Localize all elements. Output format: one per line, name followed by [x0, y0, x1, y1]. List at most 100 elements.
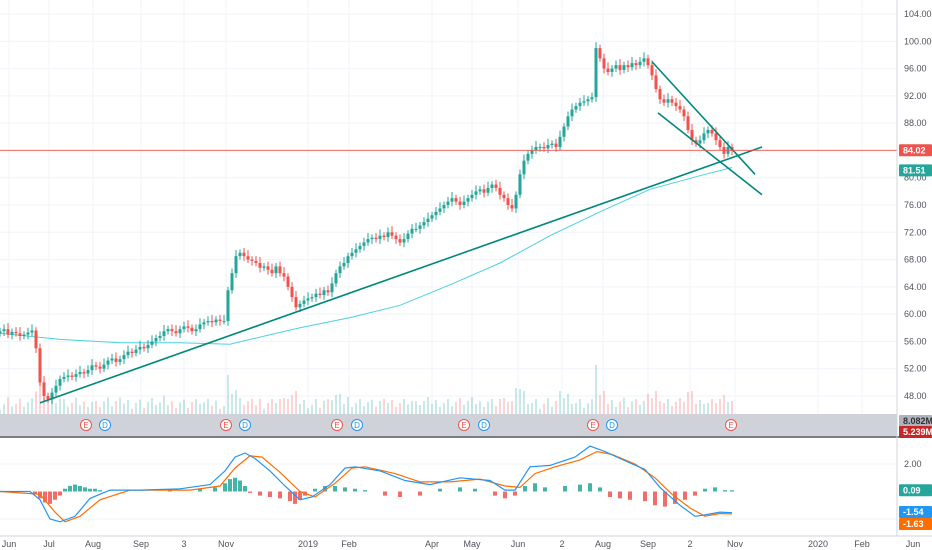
candle — [666, 93, 670, 108]
macd-histogram-bar — [438, 488, 442, 492]
time-axis[interactable]: Jun Jul Aug Sep 3 Nov 2019 Feb Apr May Jun 2 Aug Sep 2… — [2, 539, 921, 549]
candle — [578, 97, 582, 111]
candle-body — [414, 228, 418, 230]
price-badge-text: 84.02 — [903, 145, 926, 155]
earnings-marker[interactable]: E — [587, 419, 599, 431]
candle — [222, 314, 226, 325]
event-circle — [220, 419, 232, 431]
candle — [430, 211, 434, 223]
candle — [98, 361, 102, 374]
candle — [66, 369, 70, 382]
candle-body — [470, 194, 474, 199]
volume-bar — [127, 400, 129, 414]
candle — [174, 325, 178, 337]
earnings-marker[interactable]: E — [80, 419, 92, 431]
macd-histogram-bar — [48, 491, 52, 504]
volume-bar — [83, 401, 85, 414]
price-axis[interactable]: 104.00100.0096.0092.0088.0084.0080.0076.… — [904, 9, 932, 401]
macd-tick-label: 2.00 — [904, 459, 922, 469]
candle — [690, 123, 694, 145]
candle — [138, 340, 142, 355]
earnings-marker[interactable]: E — [331, 419, 343, 431]
volume-badge-text: 5.239M — [903, 427, 932, 437]
candle-body — [586, 99, 590, 102]
time-tick-label: Feb — [854, 539, 870, 549]
macd-signal-badge-bg — [899, 518, 932, 530]
price-badge: 81.51 — [899, 164, 932, 177]
candle — [234, 250, 238, 278]
volume-bar — [515, 388, 517, 414]
candle-body — [666, 99, 670, 103]
dividend-marker[interactable]: D — [99, 419, 111, 431]
candle — [254, 256, 258, 267]
candle — [258, 256, 262, 273]
candle — [126, 345, 130, 359]
candle — [490, 181, 494, 193]
volume-bar — [247, 401, 249, 414]
volume-bar — [559, 391, 561, 414]
event-label: D — [102, 421, 108, 430]
macd-histogram-bar — [398, 491, 402, 497]
trendline-channel-lower[interactable] — [657, 112, 763, 196]
volume-bar — [627, 407, 629, 414]
candle-body — [250, 259, 254, 261]
candle — [310, 293, 314, 302]
volume-bar — [447, 399, 449, 414]
dividend-marker[interactable]: D — [351, 419, 363, 431]
candle-body — [686, 116, 690, 130]
volume-bar — [299, 404, 301, 414]
earnings-marker[interactable]: E — [220, 419, 232, 431]
trendlines[interactable] — [39, 61, 763, 404]
macd-grid — [0, 463, 897, 520]
dividend-marker[interactable]: D — [606, 419, 618, 431]
macd-histogram-bar — [598, 487, 602, 492]
candle-body — [574, 106, 578, 110]
candle — [14, 327, 18, 337]
candle — [654, 69, 658, 93]
dividend-marker[interactable]: D — [478, 419, 490, 431]
volume-bar — [395, 407, 397, 414]
candle — [34, 327, 38, 354]
volume-bar — [27, 402, 29, 414]
volume-bar — [731, 401, 733, 414]
candle — [350, 247, 354, 260]
candle-body — [82, 372, 86, 374]
earnings-marker[interactable]: E — [458, 419, 470, 431]
candle-body — [182, 326, 186, 330]
candle-body — [150, 341, 154, 345]
event-label: E — [223, 421, 228, 430]
volume-bar — [467, 401, 469, 414]
candle — [6, 323, 10, 339]
candle — [290, 282, 294, 302]
trendline-channel-upper[interactable] — [651, 61, 756, 175]
candle-body — [42, 382, 46, 396]
volume-bar — [79, 405, 81, 414]
volume-bar — [639, 405, 641, 414]
candle-body — [382, 235, 386, 238]
candle-body — [102, 364, 106, 369]
candle-body — [662, 99, 666, 103]
macd-signal-badge: -1.63 — [899, 518, 932, 530]
candle-body — [490, 184, 494, 188]
dividend-marker[interactable]: D — [239, 419, 251, 431]
volume-bar — [131, 408, 133, 414]
volume-badge: 8.082M — [899, 415, 932, 427]
earnings-marker[interactable]: E — [725, 419, 737, 431]
candle-body — [214, 319, 218, 323]
volume-bar — [163, 395, 165, 414]
volume-bar — [659, 401, 661, 414]
volume-bar — [267, 403, 269, 414]
candle — [686, 111, 690, 134]
price-badge-bg — [899, 164, 932, 177]
volume-bar — [523, 391, 525, 414]
candle — [194, 324, 198, 336]
candle-body — [26, 332, 30, 335]
trendline-support[interactable] — [39, 146, 763, 404]
volume-bar — [71, 402, 73, 414]
price-tick-label: 68.00 — [904, 255, 927, 265]
candle — [422, 217, 426, 229]
candle-body — [310, 297, 314, 299]
macd-histogram-bar — [363, 490, 367, 492]
volume-bar — [151, 398, 153, 414]
